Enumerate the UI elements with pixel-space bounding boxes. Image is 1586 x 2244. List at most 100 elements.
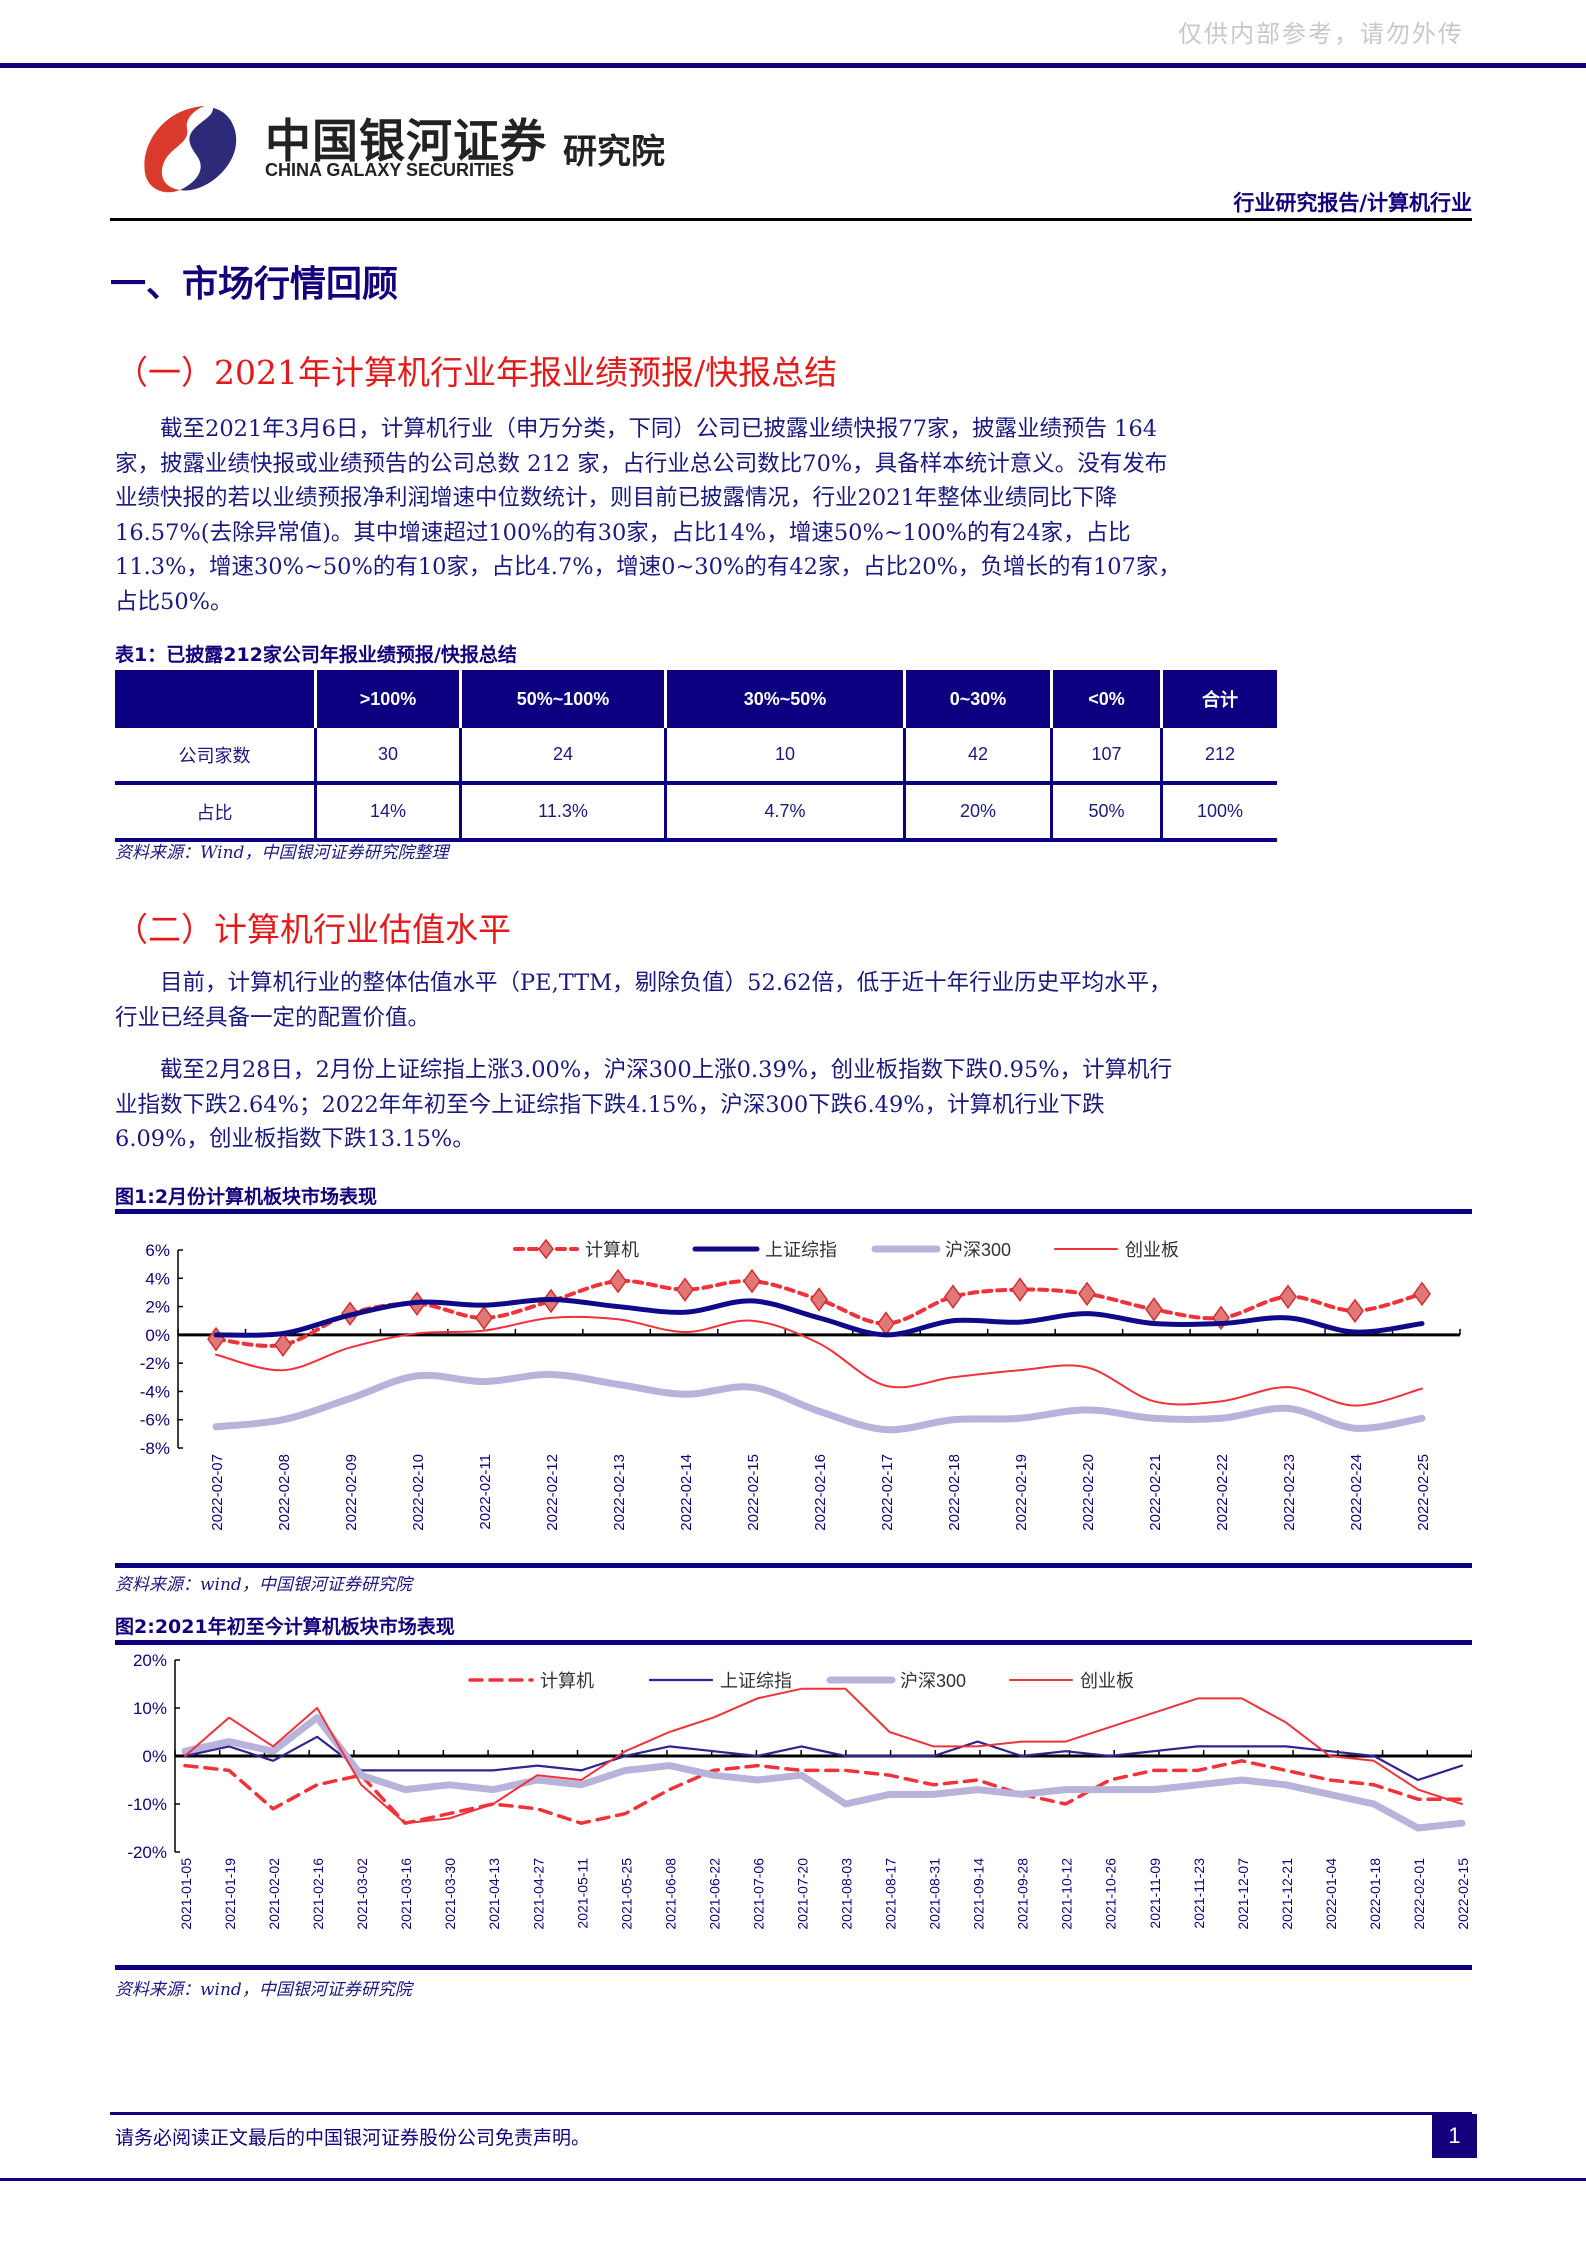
svg-text:2022-02-15: 2022-02-15	[745, 1454, 762, 1531]
section-title: 一、市场行情回顾	[110, 264, 399, 305]
svg-text:2022-02-07: 2022-02-07	[209, 1454, 226, 1531]
svg-text:10%: 10%	[133, 1699, 167, 1718]
table-header: 30%~50%	[664, 670, 905, 728]
table-cell: 11.3%	[459, 783, 666, 842]
svg-text:上证综指: 上证综指	[720, 1671, 792, 1691]
svg-text:2021-01-19: 2021-01-19	[222, 1858, 238, 1930]
svg-text:2021-02-02: 2021-02-02	[266, 1858, 282, 1930]
table-header-row: >100% 50%~100% 30%~50% 0~30% <0% 合计	[115, 670, 1277, 728]
svg-text:2022-02-23: 2022-02-23	[1281, 1454, 1298, 1531]
svg-text:2021-11-23: 2021-11-23	[1191, 1858, 1207, 1929]
paragraph-valuation: 目前，计算机行业的整体估值水平（PE,TTM，剔除负值）52.62倍，低于近十年…	[115, 970, 1172, 1031]
svg-text:2021-02-16: 2021-02-16	[310, 1858, 326, 1930]
table-cell: 14%	[314, 783, 461, 842]
svg-text:2022-02-22: 2022-02-22	[1214, 1454, 1231, 1531]
figure1-caption: 图1:2月份计算机板块市场表现	[115, 1186, 378, 1208]
svg-text:20%: 20%	[133, 1651, 167, 1670]
svg-text:计算机: 计算机	[585, 1240, 639, 1260]
table-header: <0%	[1050, 670, 1162, 728]
table-row: 公司家数 30 24 10 42 107 212	[115, 728, 1277, 785]
table-cell: 占比	[115, 783, 316, 842]
svg-text:创业板: 创业板	[1125, 1240, 1179, 1260]
table-row: 占比 14% 11.3% 4.7% 20% 50% 100%	[115, 783, 1277, 842]
svg-text:6%: 6%	[145, 1241, 170, 1260]
subsection-title-2: （二）计算机行业估值水平	[115, 910, 511, 949]
svg-text:2022-02-01: 2022-02-01	[1411, 1858, 1427, 1930]
svg-text:2021-10-12: 2021-10-12	[1059, 1858, 1075, 1930]
svg-text:2022-02-24: 2022-02-24	[1348, 1454, 1365, 1531]
svg-text:2022-02-21: 2022-02-21	[1147, 1454, 1164, 1531]
svg-text:2022-02-16: 2022-02-16	[812, 1454, 829, 1531]
svg-text:上证综指: 上证综指	[765, 1240, 837, 1260]
svg-text:-8%: -8%	[140, 1439, 170, 1458]
galaxy-logo-icon	[144, 106, 237, 193]
svg-text:2022-02-10: 2022-02-10	[410, 1454, 427, 1531]
svg-text:0%: 0%	[145, 1326, 170, 1345]
figure1-line-chart: 6% 4% 2% 0% -2% -4% -6% -8% 2022-02-07 2022-02-08…	[140, 1238, 1461, 1531]
table-cell: 公司家数	[115, 728, 316, 785]
svg-text:2022-02-14: 2022-02-14	[678, 1454, 695, 1531]
table-header	[115, 670, 316, 728]
svg-text:2%: 2%	[145, 1298, 170, 1317]
table-source: 资料来源：Wind，中国银河证券研究院整理	[115, 843, 449, 863]
svg-text:沪深300: 沪深300	[945, 1240, 1011, 1260]
table-header: 50%~100%	[459, 670, 666, 728]
table-cell: 4.7%	[664, 783, 905, 842]
svg-text:2021-03-02: 2021-03-02	[354, 1858, 370, 1930]
table-cell: 10	[664, 728, 905, 785]
figure2-line-chart: 20% 10% 0% -10% -20% 2021-01-05 2021-01-19 2021…	[127, 1651, 1472, 1930]
table-caption: 表1：已披露212家公司年报业绩预报/快报总结	[115, 644, 517, 666]
svg-text:2022-02-20: 2022-02-20	[1080, 1454, 1097, 1531]
footer-disclaimer: 请务必阅读正文最后的中国银河证券股份公司免责声明。	[115, 2127, 591, 2149]
svg-text:2021-03-30: 2021-03-30	[442, 1858, 458, 1930]
svg-text:2022-02-13: 2022-02-13	[611, 1454, 628, 1531]
svg-text:计算机: 计算机	[540, 1671, 594, 1691]
table-cell: 100%	[1160, 783, 1277, 842]
svg-text:-20%: -20%	[127, 1843, 167, 1862]
svg-text:2022-01-04: 2022-01-04	[1323, 1858, 1339, 1930]
svg-text:2022-02-11: 2022-02-11	[477, 1454, 494, 1530]
figure1-source: 资料来源：wind，中国银河证券研究院	[115, 1575, 412, 1595]
table-cell: 212	[1160, 728, 1277, 785]
svg-text:2021-05-25: 2021-05-25	[618, 1858, 634, 1930]
svg-text:2021-05-11: 2021-05-11	[574, 1858, 590, 1929]
table-header: 0~30%	[903, 670, 1052, 728]
svg-text:2021-07-06: 2021-07-06	[750, 1858, 766, 1930]
svg-text:2021-03-16: 2021-03-16	[398, 1858, 414, 1930]
svg-text:2021-09-14: 2021-09-14	[971, 1858, 987, 1930]
svg-text:2021-08-31: 2021-08-31	[927, 1858, 943, 1930]
confidential-watermark: 仅供内部参考，请勿外传	[1178, 20, 1464, 48]
footer-divider	[110, 2112, 1472, 2115]
svg-text:2021-11-09: 2021-11-09	[1147, 1858, 1163, 1929]
svg-text:2022-02-19: 2022-02-19	[1013, 1454, 1030, 1531]
logo-english-name: CHINA GALAXY SECURITIES	[265, 160, 515, 180]
svg-text:2022-02-09: 2022-02-09	[343, 1454, 360, 1531]
svg-text:-6%: -6%	[140, 1411, 170, 1430]
figure1-bottom-rule	[115, 1563, 1472, 1568]
svg-text:2022-02-25: 2022-02-25	[1415, 1454, 1432, 1531]
figure2-top-rule	[115, 1640, 1472, 1645]
svg-text:2021-08-17: 2021-08-17	[883, 1858, 899, 1930]
svg-text:2021-06-08: 2021-06-08	[662, 1858, 678, 1930]
svg-text:2022-02-17: 2022-02-17	[879, 1454, 896, 1531]
figure2-caption: 图2:2021年初至今计算机板块市场表现	[115, 1616, 455, 1638]
table-header: >100%	[314, 670, 461, 728]
table-cell: 30	[314, 728, 461, 785]
svg-text:2022-02-08: 2022-02-08	[276, 1454, 293, 1531]
page-number: 1	[1432, 2114, 1477, 2158]
subsection-title-1: （一）2021年计算机行业年报业绩预报/快报总结	[115, 353, 838, 392]
table-cell: 107	[1050, 728, 1162, 785]
paragraph-earnings-summary: 截至2021年3月6日，计算机行业（申万分类，下同）公司已披露业绩快报77家，披…	[115, 416, 1181, 615]
header-divider	[110, 218, 1472, 221]
svg-text:2022-01-18: 2022-01-18	[1367, 1858, 1383, 1930]
svg-text:2021-09-28: 2021-09-28	[1015, 1858, 1031, 1930]
svg-text:2021-12-21: 2021-12-21	[1279, 1858, 1295, 1930]
table-cell: 50%	[1050, 783, 1162, 842]
svg-text:2021-10-26: 2021-10-26	[1103, 1858, 1119, 1930]
svg-text:0%: 0%	[142, 1747, 167, 1766]
svg-text:沪深300: 沪深300	[900, 1671, 966, 1691]
svg-text:-4%: -4%	[140, 1382, 170, 1401]
svg-text:2022-02-12: 2022-02-12	[544, 1454, 561, 1531]
svg-text:2022-02-15: 2022-02-15	[1455, 1858, 1471, 1930]
figure2-bottom-rule	[115, 1965, 1472, 1970]
